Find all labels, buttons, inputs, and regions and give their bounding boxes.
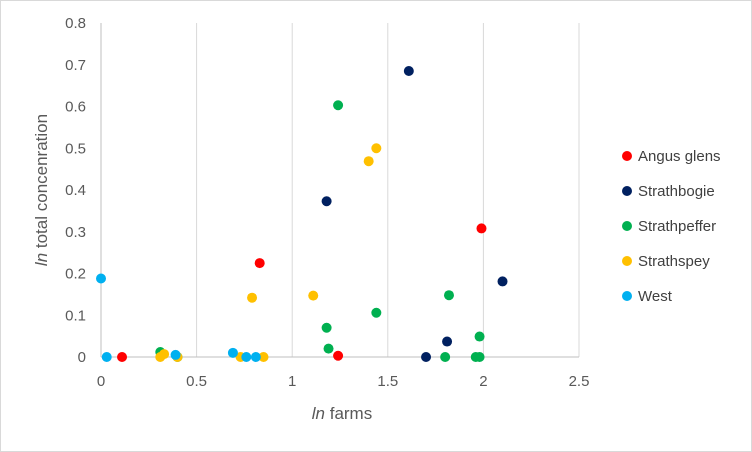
legend-label: Strathpeffer (638, 218, 716, 235)
legend-label: Strathspey (638, 253, 710, 270)
x-tick-label: 2.5 (569, 373, 590, 390)
x-tick-label: 1.5 (377, 373, 398, 390)
data-point-strathbogie (421, 352, 432, 362)
data-point-strathpeffer (333, 100, 344, 111)
y-axis-title-rest: total concenration (32, 114, 51, 253)
data-point-angus-glens (117, 352, 128, 362)
legend-item: Strathpeffer (622, 218, 716, 235)
legend-item: Angus glens (622, 148, 721, 165)
data-point-west (241, 352, 252, 362)
legend: Angus glens Strathbogie Strathpeffer Strath… (622, 148, 721, 305)
data-point-strathbogie (321, 196, 332, 207)
data-point-strathspey (308, 290, 319, 301)
x-tick-label: 0.5 (186, 373, 207, 390)
data-point-west (170, 349, 181, 360)
legend-marker (622, 221, 632, 231)
data-point-strathpeffer (474, 331, 485, 342)
legend-marker (622, 291, 632, 301)
legend-marker (622, 151, 632, 161)
data-point-angus-glens (333, 350, 344, 361)
y-tick-label: 0 (78, 349, 86, 366)
y-axis-title: ln total concenration (32, 114, 51, 266)
data-point-strathpeffer (321, 322, 332, 333)
data-point-strathpeffer (474, 352, 485, 362)
tick-labels: 0 0.5 1 1.5 2 2.5 0 0.1 0.2 0.3 0.4 0.5 0.6 0.7 0.8 (65, 15, 589, 390)
x-axis-title-prefix: ln (312, 404, 325, 423)
data-point-strathbogie (442, 336, 453, 347)
legend-item: West (622, 288, 673, 305)
y-tick-label: 0.3 (65, 224, 86, 241)
legend-label: West (638, 288, 673, 305)
gridlines (196, 23, 580, 357)
data-point-strathpeffer (440, 352, 451, 362)
data-points (96, 66, 508, 362)
y-tick-label: 0.5 (65, 140, 86, 157)
legend-label: Angus glens (638, 148, 721, 165)
y-axis-title-prefix: ln (32, 253, 51, 266)
y-tick-label: 0.7 (65, 57, 86, 74)
axes (100, 23, 579, 358)
legend-label: Strathbogie (638, 183, 715, 200)
data-point-strathpeffer (371, 307, 382, 318)
data-point-strathbogie (403, 66, 414, 77)
data-point-west (96, 273, 106, 284)
data-point-strathpeffer (443, 290, 454, 301)
x-axis-title: ln farms (312, 404, 372, 423)
data-point-west (250, 352, 261, 362)
y-tick-label: 0.1 (65, 307, 86, 324)
y-tick-label: 0.6 (65, 99, 86, 116)
legend-marker (622, 186, 632, 196)
data-point-strathbogie (497, 276, 508, 287)
x-axis-title-rest: farms (325, 404, 372, 423)
y-tick-label: 0.4 (65, 182, 86, 199)
data-point-west (227, 347, 238, 358)
data-point-strathspey (363, 156, 374, 167)
x-tick-label: 1 (288, 373, 296, 390)
data-point-strathspey (159, 349, 170, 360)
y-tick-label: 0.2 (65, 266, 86, 283)
legend-marker (622, 256, 632, 266)
legend-item: Strathbogie (622, 183, 715, 200)
legend-item: Strathspey (622, 253, 710, 270)
data-point-angus-glens (476, 223, 487, 234)
data-point-strathspey (247, 292, 258, 303)
data-point-west (101, 352, 112, 362)
data-point-strathpeffer (323, 343, 334, 354)
data-point-strathspey (258, 352, 269, 362)
data-point-strathspey (371, 143, 382, 154)
y-tick-label: 0.8 (65, 15, 86, 32)
x-tick-label: 2 (479, 373, 487, 390)
x-tick-label: 0 (97, 373, 105, 390)
data-point-angus-glens (254, 258, 265, 269)
